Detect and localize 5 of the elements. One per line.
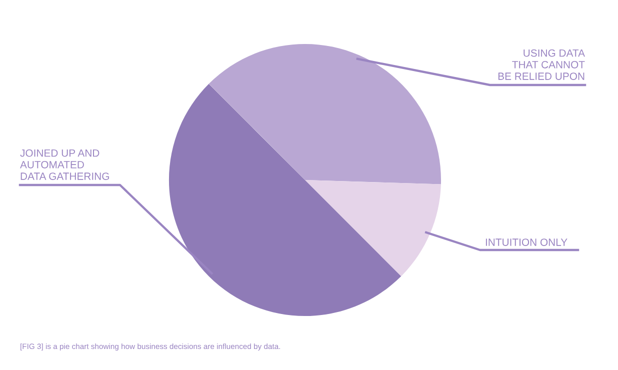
- slice-label: USING DATA THAT CANNOT BE RELIED UPON: [498, 49, 585, 80]
- slice-label: JOINED UP AND AUTOMATED DATA GATHERING: [20, 149, 109, 180]
- pie-slice: [305, 180, 441, 276]
- slice-label: INTUITION ONLY: [486, 238, 568, 246]
- pie-slice: [208, 44, 441, 184]
